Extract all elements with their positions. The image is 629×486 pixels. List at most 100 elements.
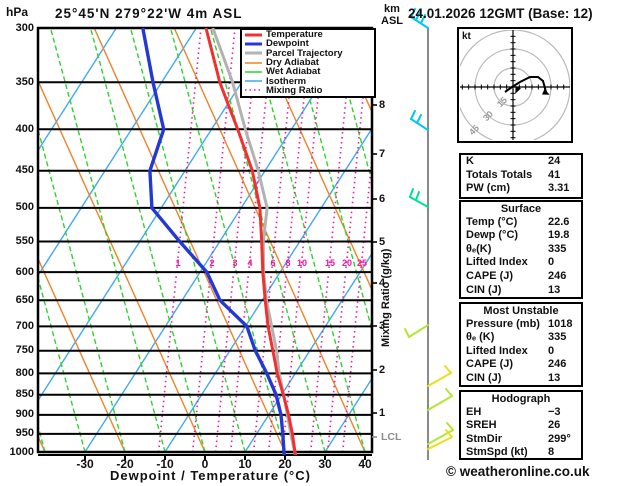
pressure-tick-850: 850: [15, 388, 34, 401]
pressure-tick-950: 950: [15, 427, 34, 440]
panel-row: StmSpd (kt) 8: [461, 446, 581, 460]
mixing-ratio-axis-label: Mixing Ratio (g/kg): [380, 248, 392, 347]
lcl-label: LCL: [381, 431, 402, 443]
panel-row: Totals Totals 41: [461, 169, 581, 183]
km-tick-2: 2: [379, 364, 386, 376]
legend-swatch: [245, 89, 262, 92]
panel-row-label: SREH: [466, 419, 497, 432]
panel-section-indices: K 24 Totals Totals 41 PW (cm) 3.31: [459, 153, 583, 199]
km-tick-7: 7: [379, 148, 386, 160]
panel-row: θₑ(K) 335: [461, 243, 581, 257]
km-tick-5: 5: [379, 236, 386, 248]
pressure-tick-650: 650: [15, 293, 34, 306]
pressure-tick-350: 350: [15, 75, 34, 88]
km-tick-6: 6: [379, 193, 386, 205]
panel-row-value: 3.31: [548, 182, 570, 195]
asl-axis-unit: ASL: [381, 15, 403, 27]
panel-section-title: Most Unstable: [483, 305, 559, 317]
pressure-tick-550: 550: [15, 234, 34, 247]
panel-row-value: 19.8: [548, 229, 570, 242]
panel-section-title: Surface: [500, 203, 542, 215]
panel-row-value: 41: [548, 168, 561, 181]
panel-row-label: Totals Totals: [466, 168, 533, 181]
panel-row: EH −3: [461, 406, 581, 420]
x-axis-title: Dewpoint / Temperature (°C): [110, 468, 311, 483]
panel-row-value: 246: [548, 358, 567, 371]
plot-background: [38, 28, 372, 453]
legend-label: Dewpoint: [266, 38, 309, 50]
pressure-tick-1000: 1000: [9, 445, 34, 458]
km-tick-4: 4: [379, 277, 386, 289]
panel-row-label: StmSpd (kt): [466, 446, 528, 459]
sounding-curves: [141, 28, 297, 455]
pressure-tick-300: 300: [15, 21, 34, 34]
panel-section-hodograph: Hodograph EH −3 SREH 26 StmDir 299° StmSpd (kt)…: [459, 390, 583, 460]
km-tick-1: 1: [379, 407, 386, 419]
hodograph-trace: [504, 76, 547, 93]
mixing-ratio-label-3: 3: [232, 258, 238, 268]
mixing-ratio-label-15: 15: [324, 258, 336, 268]
hodograph: [460, 30, 570, 140]
panel-row-label: θₑ (K): [466, 331, 495, 344]
panel-row-value: 8: [548, 446, 555, 459]
legend-swatch: [245, 51, 262, 55]
panel-row-label: EH: [466, 405, 482, 418]
panel-section-title: Hodograph: [491, 393, 551, 405]
panel-row-value: 1018: [548, 317, 573, 330]
panel-row-value: 335: [548, 242, 567, 255]
panel-row: Dewp (°C) 19.8: [461, 229, 581, 243]
pressure-tick-900: 900: [15, 408, 34, 421]
mixing-ratio-label-6: 6: [270, 258, 276, 268]
curve-dewpoint: [141, 28, 286, 455]
pressure-tick-750: 750: [15, 344, 34, 357]
panel-row-value: 22.6: [548, 215, 570, 228]
panel-section-surface: Surface Temp (°C) 22.6 Dewp (°C) 19.8 θₑ(K) 33…: [459, 200, 583, 299]
pressure-tick-600: 600: [15, 265, 34, 278]
panel-row-value: 246: [548, 269, 567, 282]
legend-swatch: [245, 71, 262, 73]
temp-tick-30: 30: [318, 457, 332, 471]
legend-item-mixing-ratio: Mixing Ratio: [242, 86, 374, 95]
temp-tick-20: 20: [278, 457, 292, 471]
panel-row: CIN (J) 13: [461, 372, 581, 386]
legend-item-temperature: Temperature: [242, 30, 374, 39]
legend-item-isotherm: Isotherm: [242, 76, 374, 86]
legend-item-parcel-trajectory: Parcel Trajectory: [242, 47, 374, 59]
legend-swatch: [245, 33, 262, 37]
legend-item-dry-adiabat: Dry Adiabat: [242, 58, 374, 67]
barb-low-2: [427, 388, 453, 411]
temp-tick--20: -20: [116, 457, 134, 471]
panel-row-value: 0: [548, 256, 555, 269]
panel-row-label: Pressure (mb): [466, 317, 540, 330]
legend: Temperature Dewpoint Parcel Trajectory Dry …: [240, 28, 376, 98]
panel-row-value: 26: [548, 419, 561, 432]
pressure-tick-400: 400: [15, 122, 34, 135]
panel-row-value: 13: [548, 283, 561, 296]
panel-row-label: Dewp (°C): [466, 229, 519, 242]
legend-label: Mixing Ratio: [266, 84, 323, 96]
panel-row: Pressure (mb) 1018: [461, 318, 581, 332]
panel-row: CAPE (J) 246: [461, 358, 581, 372]
mixing-ratio-label-8: 8: [285, 258, 291, 268]
mixing-ratio-label-1: 1: [175, 258, 181, 268]
panel-row: K 24: [461, 155, 581, 169]
mixing-ratio-label-25: 25: [356, 258, 368, 268]
barb-low-1: [427, 365, 452, 387]
pressure-axis-unit: hPa: [6, 5, 29, 19]
panel-row-value: 335: [548, 331, 567, 344]
km-axis-unit: km: [384, 3, 400, 15]
legend-label: Wet Adiabat: [266, 66, 321, 78]
panel-row: CIN (J) 13: [461, 284, 581, 298]
panel-row: CAPE (J) 246: [461, 270, 581, 284]
panel-row-label: Temp (°C): [466, 215, 518, 228]
panel-row-label: CIN (J): [466, 371, 502, 384]
temp-tick--30: -30: [76, 457, 94, 471]
panel-row-label: K: [466, 155, 474, 167]
panel-row-label: PW (cm): [466, 182, 510, 195]
legend-label: Parcel Trajectory: [266, 47, 343, 59]
pressure-tick-700: 700: [15, 319, 34, 332]
temp-tick-40: 40: [358, 457, 372, 471]
panel-row-value: −3: [548, 405, 561, 418]
station-title: 25°45'N 279°22'W 4m ASL: [55, 6, 243, 21]
